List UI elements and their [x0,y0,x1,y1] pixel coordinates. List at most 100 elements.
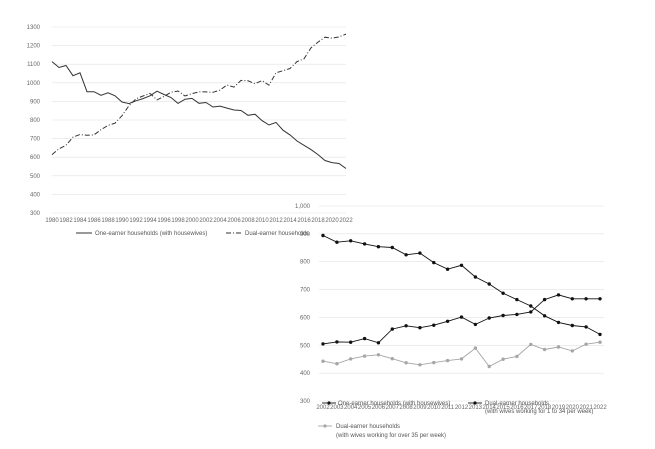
legend-label-dual-earner-short-detail: (with wives working for 1 to 34 per week… [485,409,593,415]
x-tick-label: 2004 [213,218,227,224]
data-point [570,297,574,301]
y-tick-label: 1200 [27,44,41,50]
x-tick-label: 2020 [566,405,580,411]
data-point [598,297,602,301]
x-tick-label: 2006 [372,405,386,411]
data-point [404,324,408,328]
data-point [321,233,325,238]
x-tick-label: 1990 [115,218,129,224]
data-point [515,354,519,359]
y-tick-label: 1100 [27,62,41,68]
x-tick-label: 2016 [510,405,524,411]
data-point [473,346,478,350]
x-tick-label: 2022 [593,405,607,411]
data-point [542,297,547,302]
data-point [584,297,588,301]
data-point [445,358,450,363]
y-tick-label: 1,000 [295,204,311,210]
x-tick-label: 2020 [325,218,339,224]
x-tick-label: 2009 [413,405,427,411]
y-tick-label: 800 [30,118,41,124]
x-tick-label: 2016 [297,218,311,224]
x-tick-label: 1982 [59,218,73,224]
data-point [542,347,547,352]
data-point [418,251,422,255]
x-tick-label: 2007 [386,405,400,411]
data-point [529,304,533,308]
series-line-2 [322,294,600,345]
data-point [487,364,491,369]
y-tick-label: 700 [30,137,41,143]
data-point [445,319,450,323]
data-point [349,340,353,344]
data-point [501,291,505,295]
data-point [501,357,505,361]
y-tick-label: 700 [300,288,311,294]
y-tick-label: 400 [300,371,311,377]
series-line-1 [51,61,347,169]
x-tick-label: 2014 [483,405,497,411]
data-point [515,297,519,302]
x-tick-label: 2010 [255,218,269,224]
data-point [487,316,491,320]
data-point [335,362,339,366]
legend-swatch-one-earner-marker [327,401,331,405]
data-point [432,260,436,265]
x-tick-label: 2014 [283,218,297,224]
data-point [487,282,491,286]
data-point [362,242,367,246]
y-tick-label: 500 [30,174,41,180]
x-tick-label: 2018 [538,405,552,411]
data-point [459,263,464,267]
data-point [376,341,381,345]
x-tick-label: 1998 [171,218,185,224]
data-point [432,360,436,365]
x-tick-label: 2019 [552,405,566,411]
x-tick-label: 1996 [157,218,171,224]
data-point [570,323,574,328]
x-tick-label: 2021 [579,405,593,411]
legend-label-dual-earner-long: Dual-earner households [336,424,400,430]
data-point [335,340,339,344]
x-tick-label: 2012 [455,405,469,411]
x-tick-label: 2011 [441,405,455,411]
data-point [418,363,422,367]
x-tick-label: 2004 [344,405,358,411]
data-point [584,325,588,329]
data-point [542,314,547,318]
data-point [349,239,353,243]
y-tick-label: 300 [30,211,41,217]
data-point [362,336,367,341]
data-point [501,313,505,318]
x-tick-label: 2002 [316,405,330,411]
x-tick-label: 2008 [399,405,413,411]
legend-label-dual-earner: Dual-earner households [245,231,309,237]
y-tick-label: 600 [30,155,41,161]
data-point [404,361,408,365]
x-tick-label: 1984 [73,218,87,224]
chart-top-left: 300 400 500 600 700 800 900 1000 1100 1200 1300 198… [27,25,354,237]
data-point [473,275,478,279]
data-point [529,310,533,314]
x-tick-label: 2017 [524,405,538,411]
data-point [459,357,464,361]
legend-label-one-earner: One-earner households (with housewives) [95,231,207,237]
x-tick-label: 2003 [330,405,344,411]
x-tick-label: 1980 [45,218,59,224]
data-point [598,332,602,337]
data-point [556,320,561,325]
x-tick-label: 2006 [227,218,241,224]
data-point [376,353,381,357]
x-tick-label: 2018 [311,218,325,224]
y-tick-label: 800 [300,260,311,266]
y-tick-label: 900 [30,99,41,105]
data-point [515,312,519,317]
x-tick-label: 2022 [339,218,353,224]
y-tick-label: 900 [300,232,311,238]
y-tick-label: 300 [300,399,311,405]
data-point [529,342,533,347]
x-tick-label: 1986 [87,218,101,224]
series-line-1 [322,235,601,335]
